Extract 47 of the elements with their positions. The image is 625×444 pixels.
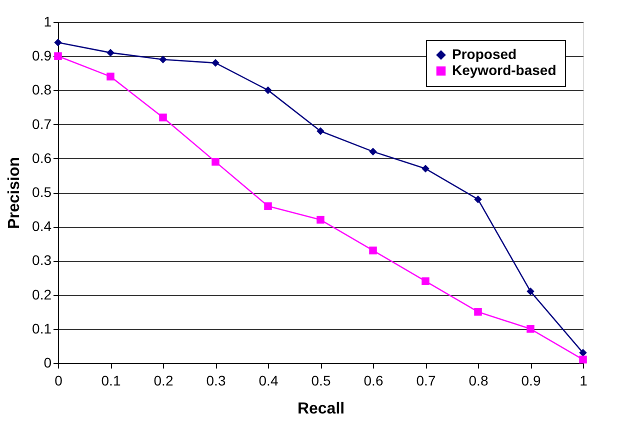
- point: [159, 56, 167, 64]
- y-tick-label: 0.7: [32, 116, 52, 132]
- point: [316, 216, 324, 224]
- point: [159, 114, 167, 122]
- y-axis-title: Precision: [6, 156, 24, 230]
- point: [264, 86, 272, 94]
- x-tick-label: 1: [580, 372, 588, 388]
- point: [474, 308, 482, 316]
- point: [526, 325, 534, 333]
- point: [212, 59, 220, 67]
- y-tick-label: 0.2: [32, 286, 52, 302]
- x-tick-label: 0.9: [521, 372, 541, 388]
- point: [212, 158, 220, 166]
- y-tick-label: 0.8: [32, 82, 52, 98]
- legend-label: Proposed: [452, 46, 517, 62]
- y-tick-label: 1: [44, 14, 52, 30]
- x-tick-label: 0: [54, 372, 63, 388]
- point: [422, 277, 430, 286]
- x-axis-title: Recall: [297, 400, 345, 418]
- y-tick-label: 0.3: [32, 252, 52, 268]
- point: [264, 202, 272, 210]
- point: [316, 127, 324, 135]
- x-tick-label: 0.8: [468, 372, 488, 388]
- y-tick-label: 0.9: [32, 48, 52, 64]
- point: [106, 72, 114, 80]
- x-tick-label: 0.7: [416, 372, 436, 388]
- x-tick-label: 0.5: [311, 372, 331, 388]
- x-tick-label: 0.4: [258, 372, 278, 388]
- point: [106, 48, 114, 57]
- point: [474, 195, 482, 204]
- point: [526, 288, 534, 296]
- point: [579, 348, 587, 357]
- x-tick-label: 0.2: [154, 372, 174, 388]
- x-tick-label: 0.6: [364, 372, 384, 388]
- point: [422, 164, 430, 173]
- legend-label: Keyword-based: [452, 62, 556, 78]
- point: [54, 38, 62, 46]
- point: [369, 246, 377, 254]
- x-tick-label: 0.1: [101, 372, 121, 388]
- point: [369, 148, 377, 156]
- point: [579, 356, 587, 364]
- y-tick-label: 0: [44, 354, 52, 370]
- y-tick-label: 0.6: [32, 150, 52, 166]
- y-tick-label: 0.4: [32, 218, 52, 234]
- x-tick-label: 0.3: [206, 372, 226, 388]
- y-tick-label: 0.1: [32, 320, 52, 336]
- y-tick-label: 0.5: [32, 184, 52, 200]
